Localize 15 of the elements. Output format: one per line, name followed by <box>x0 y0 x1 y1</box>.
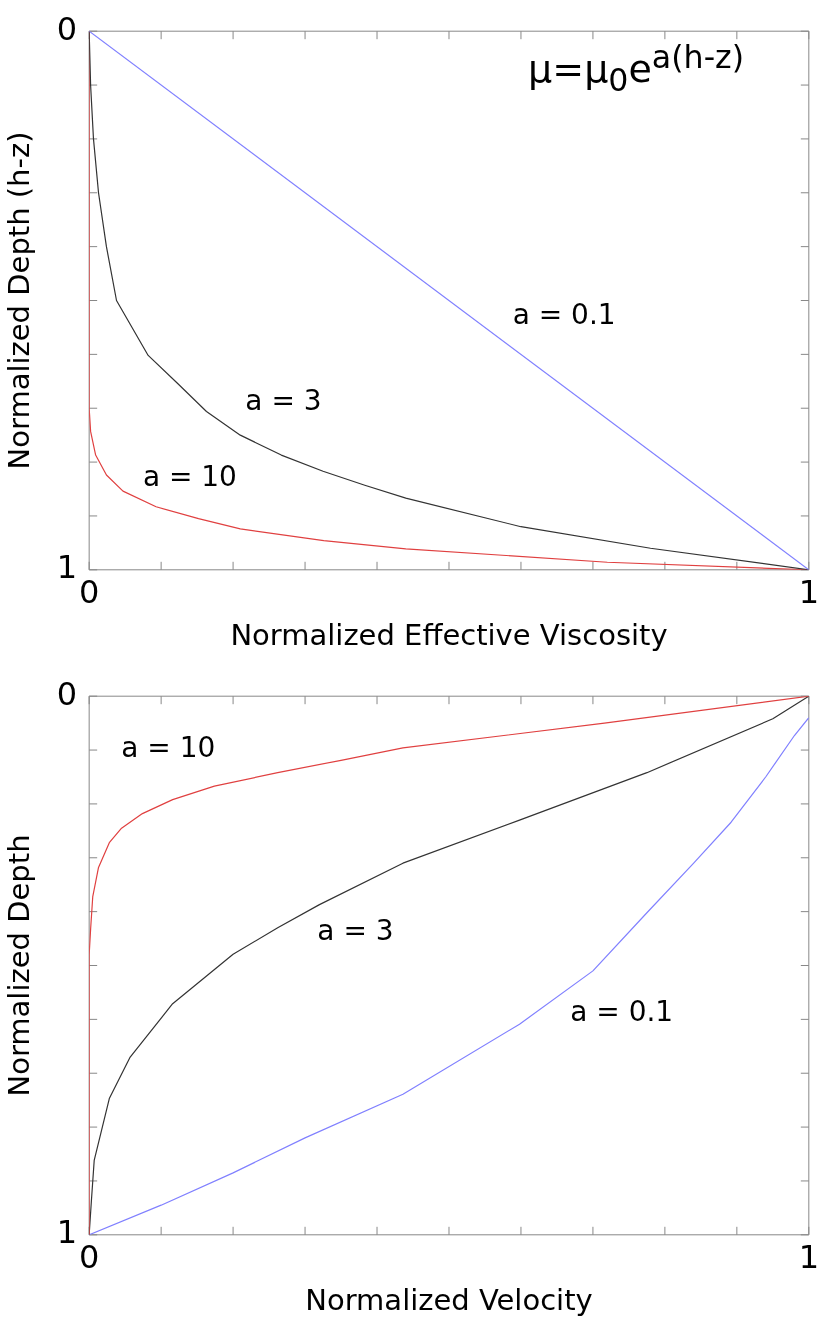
series-label: a = 0.1 <box>570 995 674 1029</box>
y-tick-label: 1 <box>56 1213 78 1252</box>
x-axis-title: Normalized Effective Viscosity <box>230 618 668 653</box>
series-label: a = 3 <box>317 914 394 948</box>
y-tick-label: 0 <box>56 674 78 713</box>
y-tick-label: 0 <box>56 9 78 48</box>
y-axis-title: Normalized Depth (h-z) <box>1 131 36 470</box>
y-tick-label: 1 <box>56 548 78 587</box>
y-axis-title: Normalized Depth <box>1 834 36 1097</box>
series-label: a = 3 <box>245 384 322 418</box>
series-label: a = 0.1 <box>512 297 616 331</box>
annotation: μ=μ$_{0}$e$^{a(h-z)}$ <box>528 39 745 98</box>
series-label: a = 10 <box>142 459 237 493</box>
series-label: a = 10 <box>121 731 216 765</box>
x-axis-title: Normalized Velocity <box>305 1283 593 1318</box>
